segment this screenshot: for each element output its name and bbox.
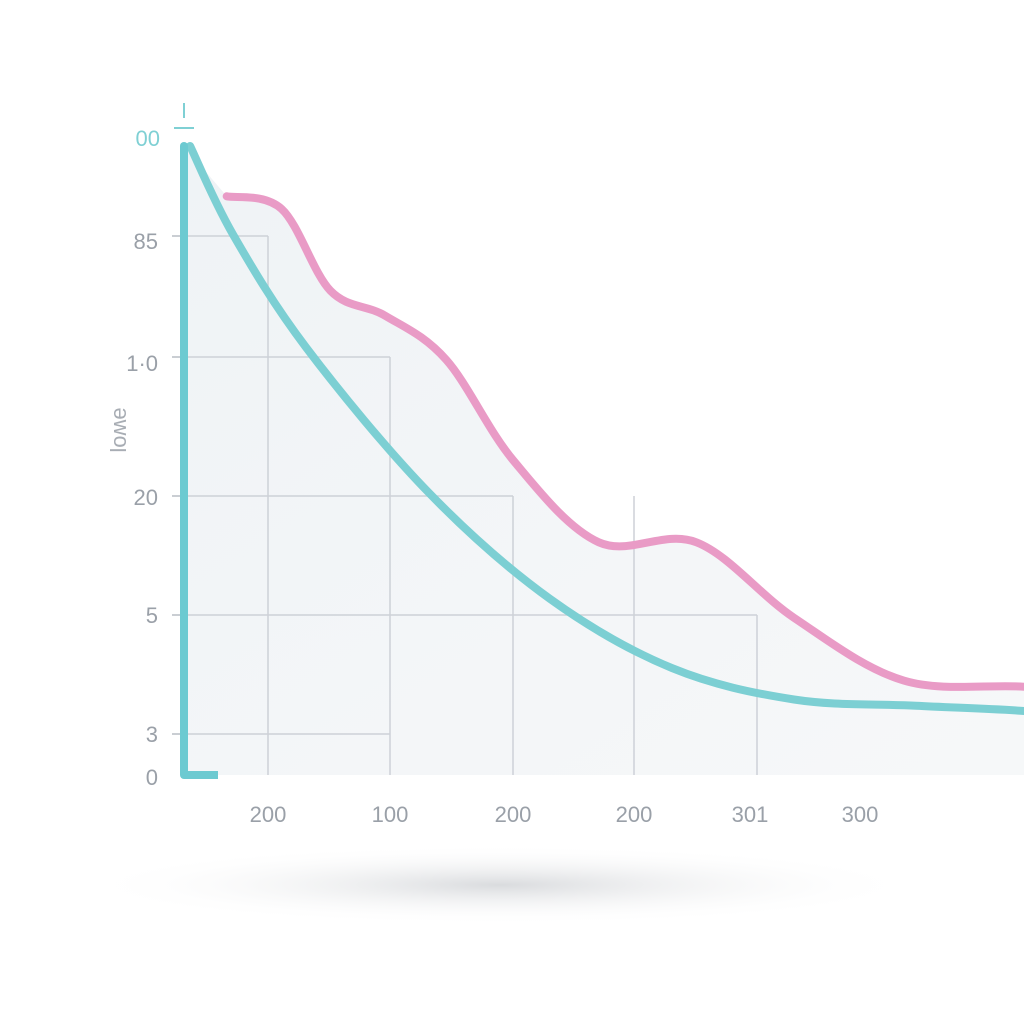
y-tick-label: 5	[146, 603, 158, 628]
y-tick-label: 0	[146, 765, 158, 790]
y-axis-label: loʍe	[106, 407, 131, 452]
y-tick-label: 3	[146, 722, 158, 747]
x-tick-label: 300	[842, 802, 879, 827]
y-tick-label: 00	[136, 126, 160, 151]
x-tick-label: 200	[250, 802, 287, 827]
area-fill	[184, 146, 1024, 775]
series-pink-line	[222, 192, 1024, 691]
x-tick-label: 200	[616, 802, 653, 827]
floor-shadow	[80, 845, 920, 925]
x-tick-label: 301	[732, 802, 769, 827]
y-tick-label: 85	[134, 229, 158, 254]
x-tick-label: 200	[495, 802, 532, 827]
y-tick-labels: 00 85 1·0 20 5 3 0	[126, 126, 160, 790]
x-tick-labels: 200 100 200 200 301 300	[250, 802, 879, 827]
x-tick-label: 100	[372, 802, 409, 827]
y-tick-label: 20	[134, 485, 158, 510]
y-tick-label: 1·0	[126, 351, 158, 376]
series-teal-line	[186, 142, 1024, 715]
